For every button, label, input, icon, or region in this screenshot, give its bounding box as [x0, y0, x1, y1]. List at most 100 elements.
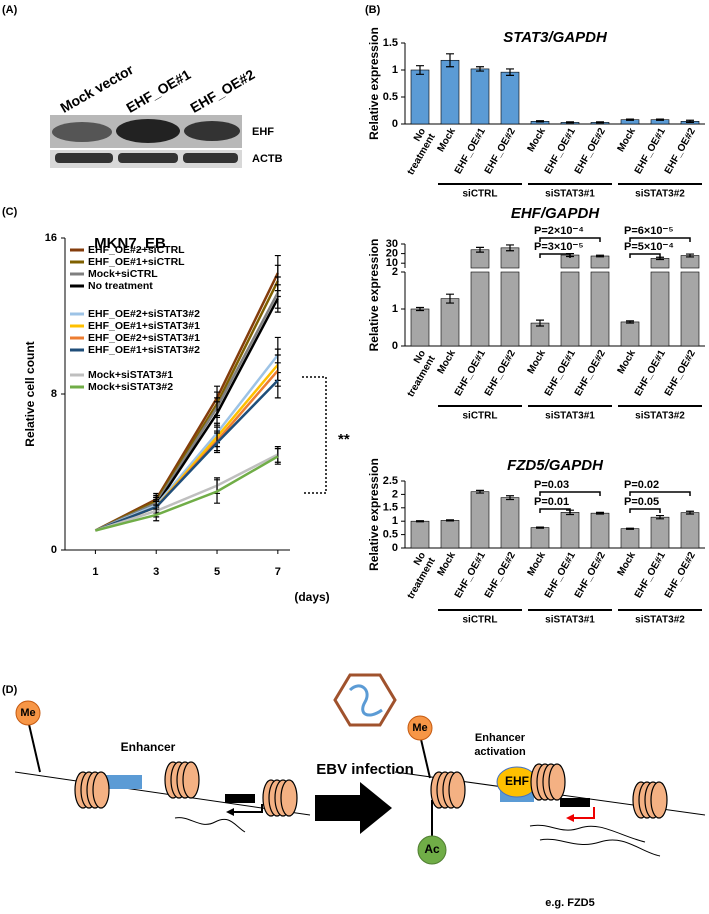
x-tick-label: EHF_OE#1: [633, 348, 668, 398]
chart-title: EHF/GAPDH: [511, 205, 601, 222]
error-bar: [566, 121, 574, 124]
enhancer-label: Enhancer: [121, 740, 176, 754]
bar: [500, 497, 520, 549]
chart-title: FZD5/GAPDH: [507, 457, 604, 474]
error-bar: [536, 120, 544, 123]
y-tick-label: 1.5: [383, 502, 398, 514]
bar: [680, 512, 700, 549]
bar: [440, 520, 460, 549]
error-bar: [626, 320, 634, 324]
legend-label: Mock+siCTRL: [88, 268, 158, 280]
activation-label: Enhancer activation: [474, 732, 526, 758]
y-tick-label: 16: [45, 232, 57, 244]
bracket: [539, 253, 571, 258]
x-tick-label: EHF_OE#2: [663, 126, 698, 176]
x-tick-label: Mock: [526, 126, 549, 154]
error-bar: [596, 511, 604, 515]
x-tick-label: EHF_OE#2: [573, 126, 608, 176]
x-tick-label: Mock: [436, 126, 459, 154]
bar: [530, 527, 550, 549]
x-tick-label: EHF_OE#1: [453, 126, 488, 176]
bracket: [539, 508, 571, 513]
virus-label: EBV infection: [316, 761, 414, 778]
factor-label: EHF: [505, 774, 529, 788]
error-bar: [596, 121, 604, 124]
error-bar: [446, 53, 454, 68]
legend-label: EHF_OE#2+siCTRL: [88, 244, 185, 256]
error-bar: [656, 118, 664, 121]
y-tick-label: 0: [392, 340, 398, 352]
bar: [410, 308, 430, 347]
bar: [470, 491, 490, 549]
x-tick-label: EHF_OE#2: [573, 550, 608, 600]
nucleosome: [448, 771, 466, 809]
y-tick-label: 2.5: [383, 475, 398, 487]
p-value: P=2×10⁻⁴: [534, 225, 584, 237]
error-bar: [536, 319, 544, 327]
bracket: [539, 491, 601, 496]
y-tick-label: 0.5: [383, 529, 398, 541]
bar: [620, 321, 640, 347]
error-bar: [686, 253, 694, 258]
y-tick-label: 30: [386, 238, 398, 250]
bar: [470, 68, 490, 125]
y-axis-label: Relative expression: [367, 458, 381, 571]
x-tick-label: EHF_OE#1: [633, 550, 668, 600]
nucleosome: [548, 763, 566, 801]
x-tick-label: Mock: [436, 348, 459, 376]
group-label: siCTRL: [463, 189, 498, 200]
error-bar: [626, 118, 634, 121]
y-tick-label: 10: [386, 257, 398, 269]
panel-label: (B): [365, 4, 381, 16]
x-tick-label: Mock: [616, 550, 639, 578]
bracket: [629, 491, 691, 496]
error-bar: [274, 448, 281, 465]
band-label: ACTB: [252, 153, 283, 165]
western-blot: [50, 115, 242, 168]
x-tick-label: EHF_OE#1: [453, 550, 488, 600]
nucleosome: [280, 779, 298, 817]
error-bar: [476, 489, 484, 494]
x-tick-label: EHF_OE#1: [543, 348, 578, 398]
x-tick-label: Notreatment: [396, 126, 438, 177]
y-tick-label: 1.5: [383, 37, 398, 49]
p-value: P=0.05: [624, 496, 659, 508]
group-label: siSTAT3#2: [635, 411, 685, 422]
series-line: [94, 379, 279, 532]
series-line: [95, 455, 279, 532]
bar: [650, 516, 670, 549]
legend-label: EHF_OE#2+siSTAT3#1: [88, 332, 200, 344]
bar: [620, 528, 640, 549]
group-label: siCTRL: [463, 411, 498, 422]
x-tick-label: EHF_OE#2: [483, 348, 518, 398]
error-bar: [446, 293, 454, 304]
y-tick-label: 0: [392, 118, 398, 130]
x-tick-label: 7: [275, 566, 281, 578]
error-bar: [626, 527, 634, 530]
y-tick-label: 2: [392, 488, 398, 500]
y-tick-label: 1: [392, 515, 398, 527]
x-tick-label: EHF_OE#1: [543, 550, 578, 600]
lane-label: EHF_OE#2: [187, 66, 257, 116]
panel-label: (C): [2, 206, 18, 218]
significance-label: **: [338, 431, 350, 448]
bar: [560, 512, 580, 549]
group-label: siCTRL: [463, 615, 498, 626]
p-value: P=0.02: [624, 479, 659, 491]
error-bar: [686, 119, 694, 123]
y-tick-label: 1: [392, 64, 398, 76]
chart-title: STAT3/GAPDH: [503, 29, 608, 46]
legend-label: EHF_OE#2+siSTAT3#2: [88, 308, 200, 320]
bar: [680, 271, 700, 347]
x-tick-label: 1: [92, 566, 98, 578]
bar: [590, 512, 610, 549]
x-tick-label: 3: [153, 566, 159, 578]
x-tick-label: EHF_OE#2: [663, 348, 698, 398]
p-value: P=5×10⁻⁴: [624, 241, 674, 253]
bracket: [629, 508, 661, 513]
bar: [410, 520, 430, 549]
example-label: e.g. FZD5: [545, 897, 595, 909]
group-label: siSTAT3#1: [545, 189, 595, 200]
y-axis-label: Relative expression: [367, 27, 381, 140]
panel-label: (A): [2, 4, 18, 16]
